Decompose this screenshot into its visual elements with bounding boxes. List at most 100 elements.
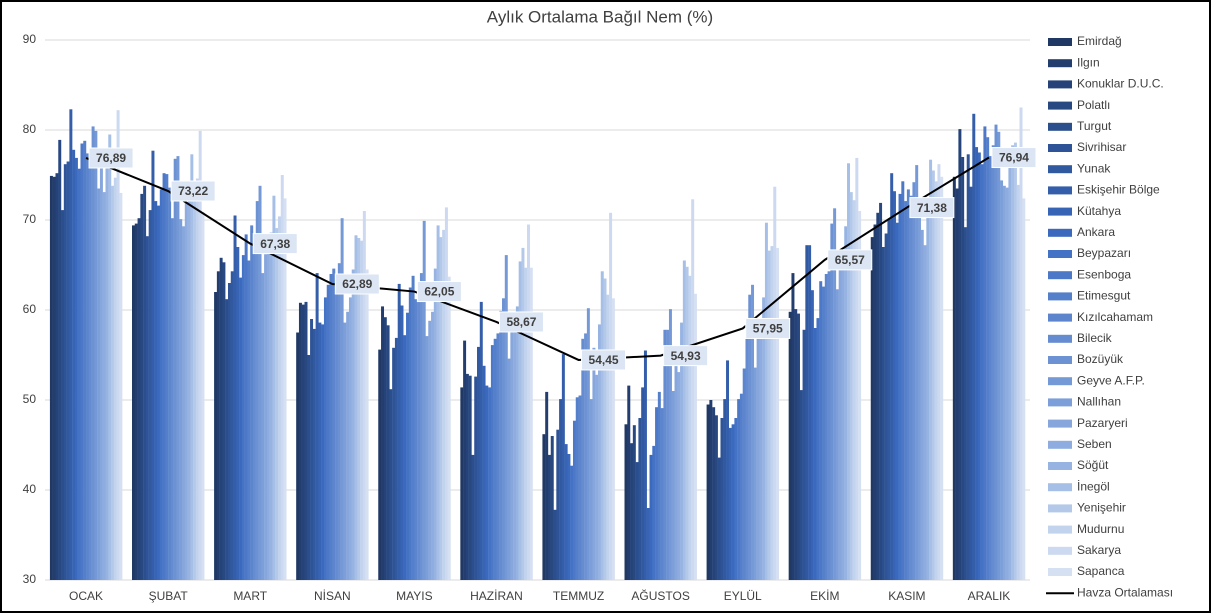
bar xyxy=(762,297,766,580)
bar xyxy=(767,250,771,580)
bar xyxy=(151,150,155,580)
legend-swatch xyxy=(1048,250,1072,258)
bar xyxy=(442,229,446,580)
legend-label: Sivrihisar xyxy=(1077,140,1126,154)
data-label-box xyxy=(991,147,1037,169)
bar xyxy=(479,301,483,580)
bar xyxy=(474,376,478,580)
legend-swatch xyxy=(1048,462,1072,470)
bar xyxy=(439,237,443,580)
bar xyxy=(332,268,336,580)
bar xyxy=(477,346,480,580)
bar xyxy=(216,271,220,580)
legend-swatch xyxy=(1048,398,1072,407)
bar xyxy=(116,110,120,580)
bar xyxy=(745,318,749,580)
legend-label: Ankara xyxy=(1077,225,1115,239)
legend-swatch xyxy=(1048,313,1072,322)
bar xyxy=(86,153,90,580)
bar xyxy=(972,113,976,581)
bar xyxy=(712,407,716,580)
bar xyxy=(835,289,839,580)
bar xyxy=(561,354,565,580)
bar xyxy=(170,218,174,580)
bar xyxy=(307,355,311,580)
bar xyxy=(575,397,579,580)
bar xyxy=(709,400,713,580)
legend-label: Ilgın xyxy=(1077,55,1100,69)
bar xyxy=(408,287,412,580)
y-tick-label: 60 xyxy=(23,302,37,316)
bar xyxy=(961,157,965,580)
bar xyxy=(717,457,721,580)
bar xyxy=(652,445,656,580)
bar xyxy=(488,387,492,580)
x-tick-label: ŞUBAT xyxy=(149,589,189,603)
bar xyxy=(808,245,812,580)
bar xyxy=(1002,185,1006,581)
legend-label: Geyve A.F.P. xyxy=(1077,373,1145,387)
bar xyxy=(250,225,254,580)
bar xyxy=(195,178,199,580)
bar xyxy=(275,228,279,580)
legend-swatch xyxy=(1048,504,1072,513)
bar xyxy=(844,226,848,581)
legend-swatch xyxy=(1048,144,1072,152)
bar xyxy=(365,269,369,580)
bar xyxy=(892,191,896,580)
bar xyxy=(742,368,746,580)
bar xyxy=(677,372,681,580)
bar xyxy=(567,454,571,580)
data-label: 62,05 xyxy=(424,285,454,299)
bar xyxy=(362,211,366,580)
bar xyxy=(378,349,382,580)
legend-label: Sakarya xyxy=(1077,543,1121,557)
bar xyxy=(920,229,924,580)
bar xyxy=(917,208,921,581)
bar xyxy=(592,347,596,580)
bar xyxy=(824,274,828,580)
bar xyxy=(193,200,197,580)
bar xyxy=(157,205,160,580)
bar xyxy=(102,192,106,580)
data-label-box xyxy=(745,317,791,339)
bar xyxy=(1008,164,1012,580)
bar xyxy=(1005,187,1009,580)
bar xyxy=(731,424,735,580)
x-tick-label: NİSAN xyxy=(314,589,351,603)
bar xyxy=(252,237,256,580)
bar xyxy=(870,237,874,580)
bar xyxy=(496,333,500,580)
legend-label: Pazaryeri xyxy=(1077,416,1128,430)
bar xyxy=(381,306,385,580)
x-tick-label: TEMMUZ xyxy=(553,589,604,603)
legend-swatch xyxy=(1048,38,1072,46)
bar xyxy=(940,176,944,581)
bar xyxy=(923,245,927,580)
bar xyxy=(134,223,138,580)
bar xyxy=(726,360,730,580)
bar xyxy=(909,195,913,580)
bar xyxy=(326,284,330,580)
legend-swatch xyxy=(1048,334,1072,343)
bar xyxy=(1022,198,1026,580)
bar xyxy=(310,319,314,580)
bar xyxy=(354,235,358,581)
bar xyxy=(547,454,551,580)
bar xyxy=(827,271,831,580)
bar xyxy=(934,181,938,581)
legend-label: Konuklar D.U.C. xyxy=(1077,77,1164,91)
bar xyxy=(734,418,738,580)
bar xyxy=(884,233,888,580)
legend-label: Sapanca xyxy=(1077,564,1125,578)
legend-swatch xyxy=(1048,525,1072,534)
bar xyxy=(83,140,87,581)
bar xyxy=(890,173,894,580)
bar xyxy=(97,188,101,580)
bar xyxy=(597,324,601,580)
y-tick-label: 50 xyxy=(23,392,37,406)
bar xyxy=(168,187,172,580)
y-tick-label: 80 xyxy=(23,122,37,136)
bar xyxy=(383,317,387,580)
